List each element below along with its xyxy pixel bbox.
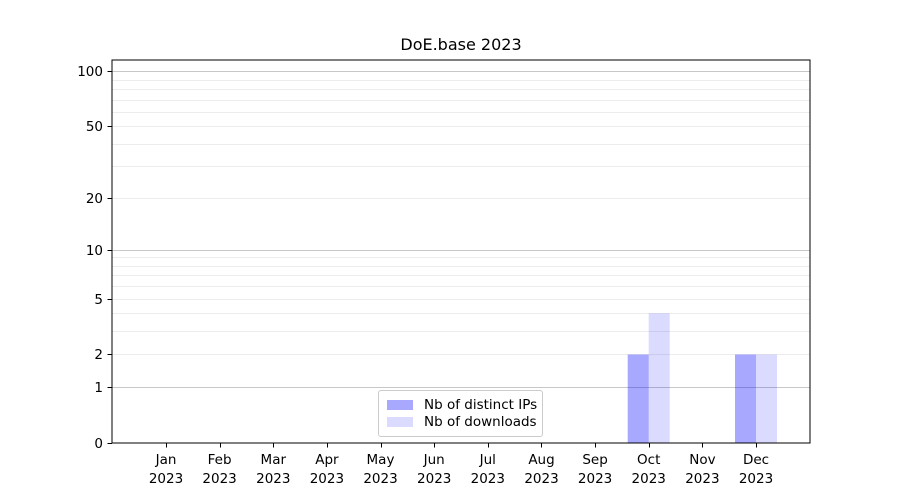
x-tick-label-oct: Oct — [637, 452, 660, 468]
x-tick-year-feb: 2023 — [202, 471, 236, 487]
legend-item-distinct-ips: Nb of distinct IPs — [387, 397, 542, 413]
y-tick-label-5: 5 — [94, 292, 103, 308]
x-tick-year-nov: 2023 — [685, 471, 719, 487]
x-tick-year-apr: 2023 — [310, 471, 344, 487]
x-tick-year-aug: 2023 — [524, 471, 558, 487]
x-tick-label-feb: Feb — [208, 452, 232, 468]
x-tick-year-jul: 2023 — [471, 471, 505, 487]
x-tick-year-sep: 2023 — [578, 471, 612, 487]
x-tick-label-jul: Jul — [479, 452, 496, 468]
chart-title: DoE.base 2023 — [400, 35, 522, 54]
bar-nb-of-downloads-dec — [756, 354, 777, 443]
y-tick-label-10: 10 — [86, 243, 103, 259]
x-tick-year-jan: 2023 — [149, 471, 183, 487]
x-tick-year-dec: 2023 — [739, 471, 773, 487]
legend-label-distinct-ips: Nb of distinct IPs — [424, 397, 538, 413]
x-tick-label-sep: Sep — [582, 452, 607, 468]
plot-border — [111, 59, 811, 444]
y-tick-label-0: 0 — [94, 436, 103, 452]
legend-swatch-distinct-ips — [387, 400, 413, 410]
x-tick-label-jun: Jun — [423, 452, 445, 468]
x-tick-year-jun: 2023 — [417, 471, 451, 487]
x-tick-label-aug: Aug — [528, 452, 554, 468]
y-tick-label-100: 100 — [77, 64, 103, 80]
x-tick-label-dec: Dec — [743, 452, 769, 468]
x-tick-label-apr: Apr — [315, 452, 339, 468]
x-tick-year-oct: 2023 — [632, 471, 666, 487]
x-tick-label-mar: Mar — [261, 452, 287, 468]
y-tick-label-20: 20 — [86, 191, 103, 207]
bar-nb-of-distinct-ips-oct — [627, 354, 649, 443]
bar-nb-of-distinct-ips-dec — [735, 354, 756, 443]
x-tick-year-mar: 2023 — [256, 471, 290, 487]
bar-nb-of-downloads-oct — [648, 313, 670, 443]
y-tick-label-2: 2 — [94, 347, 103, 363]
legend: Nb of distinct IPs Nb of downloads — [378, 390, 543, 437]
x-tick-label-jan: Jan — [155, 452, 177, 468]
legend-swatch-downloads — [387, 417, 413, 427]
legend-item-downloads: Nb of downloads — [387, 414, 542, 430]
x-tick-label-nov: Nov — [689, 452, 715, 468]
y-tick-label-1: 1 — [94, 380, 103, 396]
y-tick-label-50: 50 — [86, 119, 103, 135]
legend-label-downloads: Nb of downloads — [424, 414, 537, 430]
x-tick-label-may: May — [367, 452, 395, 468]
x-tick-year-may: 2023 — [363, 471, 397, 487]
